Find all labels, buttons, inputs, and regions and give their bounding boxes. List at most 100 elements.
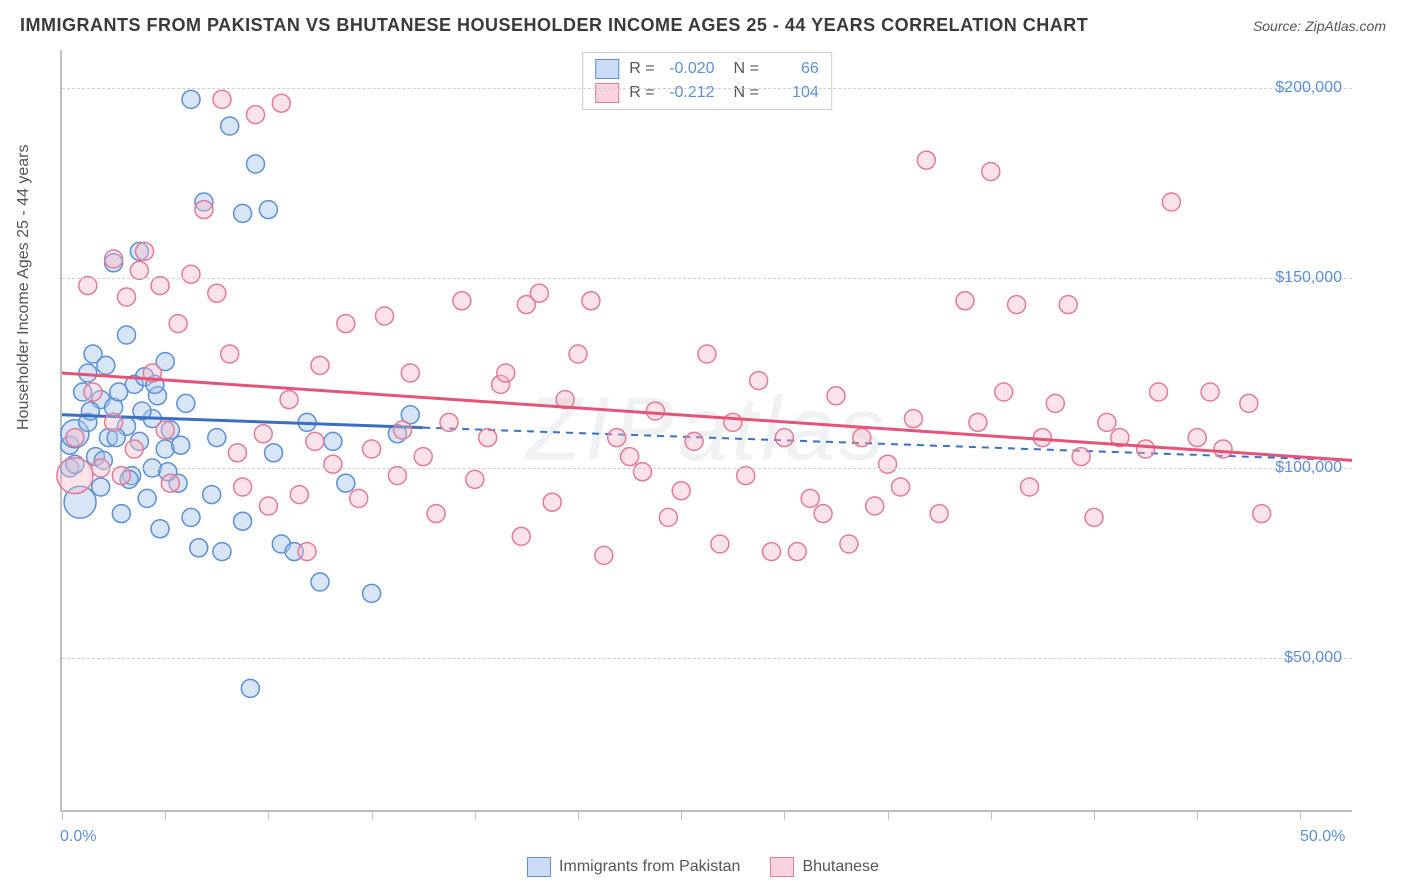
stats-swatch — [595, 59, 619, 79]
scatter-point — [621, 448, 639, 466]
grid-line — [62, 468, 1352, 469]
scatter-point — [788, 543, 806, 561]
scatter-point — [479, 429, 497, 447]
scatter-point — [1008, 296, 1026, 314]
scatter-point — [388, 467, 406, 485]
scatter-point — [1240, 394, 1258, 412]
stats-n-value: 104 — [769, 84, 819, 102]
scatter-point — [1214, 440, 1232, 458]
scatter-point — [118, 288, 136, 306]
scatter-point — [698, 345, 716, 363]
scatter-point — [1021, 478, 1039, 496]
stats-row: R =-0.212 N =104 — [595, 81, 819, 105]
scatter-point — [213, 543, 231, 561]
scatter-point — [151, 277, 169, 295]
scatter-point — [801, 489, 819, 507]
scatter-point — [879, 455, 897, 473]
scatter-point — [234, 204, 252, 222]
scatter-point — [272, 94, 290, 112]
stats-legend-box: R =-0.020 N =66R =-0.212 N =104 — [582, 52, 832, 110]
scatter-point — [1085, 508, 1103, 526]
x-tick — [578, 810, 579, 820]
scatter-point — [827, 387, 845, 405]
scatter-point — [247, 106, 265, 124]
scatter-point — [138, 489, 156, 507]
x-tick — [1197, 810, 1198, 820]
x-axis-max-label: 50.0% — [1300, 828, 1345, 846]
scatter-point — [376, 307, 394, 325]
scatter-point — [414, 448, 432, 466]
scatter-point — [763, 543, 781, 561]
y-tick-label: $100,000 — [1275, 459, 1342, 477]
stats-r-value: -0.020 — [665, 60, 715, 78]
legend-label: Bhutanese — [802, 858, 879, 876]
scatter-point — [440, 413, 458, 431]
scatter-point — [840, 535, 858, 553]
scatter-point — [1046, 394, 1064, 412]
scatter-point — [234, 478, 252, 496]
scatter-point — [298, 543, 316, 561]
scatter-point — [1162, 193, 1180, 211]
scatter-point — [156, 421, 174, 439]
scatter-point — [917, 151, 935, 169]
scatter-point — [97, 356, 115, 374]
scatter-point — [453, 292, 471, 310]
x-tick — [991, 810, 992, 820]
scatter-point — [195, 201, 213, 219]
scatter-point — [254, 425, 272, 443]
x-tick — [165, 810, 166, 820]
scatter-point — [259, 497, 277, 515]
scatter-point — [177, 394, 195, 412]
title-bar: IMMIGRANTS FROM PAKISTAN VS BHUTANESE HO… — [20, 15, 1386, 36]
scatter-point — [956, 292, 974, 310]
scatter-point — [401, 364, 419, 382]
scatter-point — [1253, 505, 1271, 523]
scatter-point — [363, 440, 381, 458]
scatter-point — [337, 474, 355, 492]
scatter-point — [151, 520, 169, 538]
x-tick — [62, 810, 63, 820]
scatter-point — [182, 508, 200, 526]
grid-line — [62, 658, 1352, 659]
x-tick — [1094, 810, 1095, 820]
scatter-point — [634, 463, 652, 481]
scatter-point — [280, 391, 298, 409]
x-tick — [681, 810, 682, 820]
scatter-point — [930, 505, 948, 523]
chart-title: IMMIGRANTS FROM PAKISTAN VS BHUTANESE HO… — [20, 15, 1088, 36]
scatter-point — [1137, 440, 1155, 458]
x-tick — [475, 810, 476, 820]
scatter-point — [84, 383, 102, 401]
stats-r-label: R = — [629, 60, 654, 78]
scatter-point — [169, 315, 187, 333]
legend-item: Bhutanese — [770, 857, 879, 877]
scatter-point — [866, 497, 884, 515]
scatter-point — [190, 539, 208, 557]
scatter-point — [182, 265, 200, 283]
stats-n-label: N = — [725, 84, 759, 102]
scatter-point — [105, 413, 123, 431]
x-tick — [1300, 810, 1301, 820]
scatter-point — [1150, 383, 1168, 401]
scatter-point — [324, 455, 342, 473]
scatter-point — [311, 573, 329, 591]
scatter-point — [659, 508, 677, 526]
scatter-point — [814, 505, 832, 523]
y-tick-label: $150,000 — [1275, 269, 1342, 287]
scatter-point — [125, 440, 143, 458]
scatter-point — [203, 486, 221, 504]
scatter-point — [466, 470, 484, 488]
scatter-point — [530, 284, 548, 302]
scatter-point — [208, 429, 226, 447]
scatter-point — [595, 546, 613, 564]
scatter-point — [750, 372, 768, 390]
scatter-point — [982, 163, 1000, 181]
stats-swatch — [595, 83, 619, 103]
scatter-point — [234, 512, 252, 530]
scatter-point — [92, 478, 110, 496]
scatter-point — [853, 429, 871, 447]
scatter-point — [497, 364, 515, 382]
y-axis-label: Householder Income Ages 25 - 44 years — [15, 145, 33, 431]
plot-svg — [62, 50, 1352, 810]
scatter-point — [241, 679, 259, 697]
